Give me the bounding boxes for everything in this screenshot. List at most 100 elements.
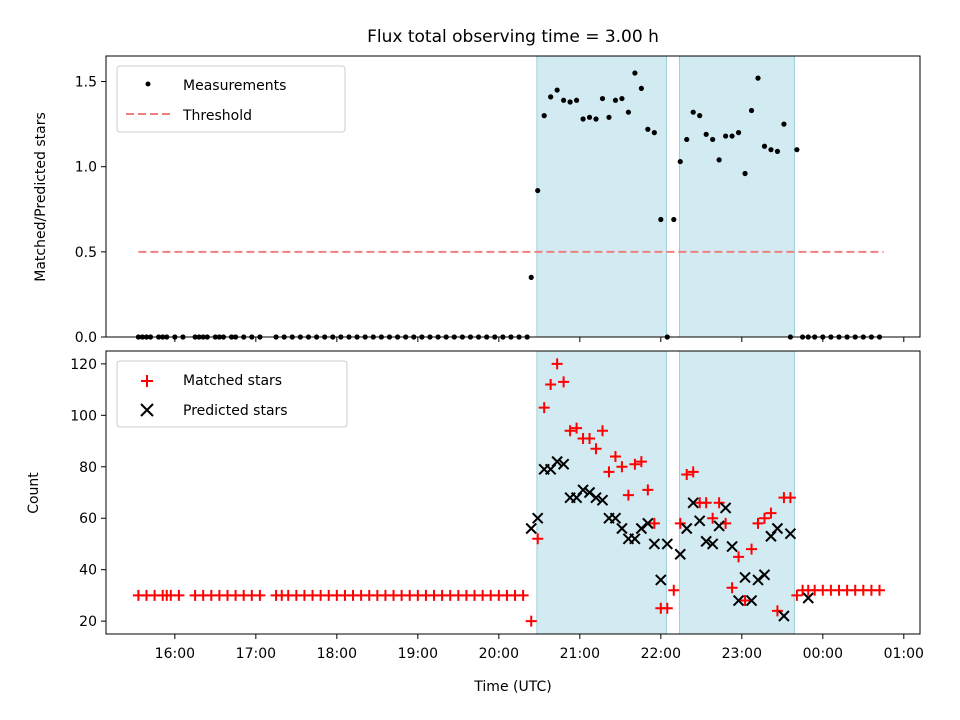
bottom-ylabel: Count — [26, 472, 42, 514]
matched-star-point — [517, 589, 529, 601]
top-ylabel: Matched/Predicted stars — [33, 112, 49, 282]
matched-star-point — [771, 605, 783, 617]
matched-star-point — [642, 484, 654, 496]
matched-star-point — [746, 543, 758, 555]
measurement-point — [638, 85, 644, 91]
measurement-point — [593, 116, 599, 122]
measurement-point — [677, 158, 683, 165]
measurement-point — [645, 126, 651, 132]
legend-predicted-marker — [140, 403, 154, 417]
bottom-legend-box — [116, 360, 348, 428]
legend-predicted-label: Predicted stars — [183, 403, 288, 419]
matched-star-point — [661, 602, 673, 614]
matched-star-point — [597, 425, 608, 437]
bottom-x-axis: 16:00 17:00 18:00 19:00 20:00 21:00 22:00 23:00… — [155, 634, 924, 662]
matched-star-point — [538, 402, 550, 414]
bottom-legend: Matched stars Predicted stars — [116, 360, 348, 428]
matched-star-point — [726, 582, 738, 594]
matched-star-point — [616, 461, 628, 473]
x-tick-label: 19:00 — [398, 646, 438, 662]
measurement-point — [761, 143, 768, 149]
measurement-point — [606, 114, 612, 120]
measurement-point — [548, 94, 554, 100]
predicted-star-point — [590, 491, 602, 504]
shaded-interval-1 — [536, 55, 667, 338]
matched-star-point — [525, 615, 537, 627]
x-tick-label: 22:00 — [641, 646, 681, 662]
matched-star-point — [713, 497, 725, 509]
measurement-point — [573, 97, 580, 103]
measurement-point — [768, 147, 774, 153]
matched-star-point — [687, 466, 699, 478]
measurement-point — [729, 133, 735, 139]
matched-star-point — [545, 378, 557, 390]
predicted-star-point — [758, 569, 771, 581]
matched-star-point — [551, 358, 563, 370]
x-axis-label: Time (UTC) — [473, 679, 551, 695]
matched-star-point — [648, 517, 660, 529]
top-x-ticks — [174, 337, 905, 342]
shaded-interval-2 — [678, 55, 795, 338]
legend-matched-label: Matched stars — [183, 373, 282, 389]
matched-star-point — [603, 466, 615, 478]
measurement-point — [774, 148, 781, 154]
measurement-point — [671, 216, 677, 223]
measurement-point — [735, 130, 742, 136]
matched-star-point — [733, 551, 745, 563]
shaded-interval-2 — [678, 350, 795, 635]
shaded-interval-1 — [536, 350, 667, 635]
matched-star-point — [681, 468, 693, 480]
x-tick-label: 16:00 — [155, 646, 195, 662]
top-shaded-intervals — [536, 55, 795, 338]
matched-star-point — [668, 584, 680, 596]
bottom-plot-area — [132, 358, 886, 627]
measurement-point — [703, 131, 709, 137]
matched-star-point — [874, 584, 886, 596]
measurement-point — [599, 95, 606, 102]
matched-star-point — [532, 533, 544, 545]
predicted-star-point — [687, 497, 699, 509]
chart-title: Flux total observing time = 3.00 h — [367, 27, 659, 47]
bottom-axes-frame — [105, 350, 921, 635]
x-tick-label: 00:00 — [803, 646, 843, 662]
predicted-star-point — [778, 610, 790, 622]
y-tick-label: 120 — [70, 357, 97, 373]
matched-star-point — [609, 450, 621, 462]
measurement-point — [781, 121, 787, 127]
measurement-point — [651, 130, 657, 136]
measurement-point — [658, 216, 664, 223]
top-legend: Measurements Threshold — [116, 65, 346, 133]
x-tick-label: 18:00 — [317, 646, 357, 662]
measurement-point — [697, 113, 703, 119]
legend-matched-marker — [141, 375, 153, 387]
y-tick-label: 40 — [79, 563, 97, 579]
predicted-star-point — [525, 522, 537, 535]
measurement-point — [716, 157, 722, 163]
y-tick-label: 1.0 — [75, 160, 97, 176]
bottom-panel: 20 40 60 80 100 120 16:00 17:00 18:00 19:00 20:00… — [26, 350, 924, 695]
matched-star-point — [590, 443, 602, 455]
predicted-star-point — [726, 540, 738, 553]
predicted-star-point — [557, 458, 570, 470]
predicted-star-point — [706, 538, 719, 550]
y-tick-label: 0.5 — [75, 245, 97, 261]
predicted-star-point — [681, 522, 693, 535]
matched-star-point — [674, 517, 686, 529]
bottom-shaded-intervals — [536, 350, 795, 635]
bottom-y-axis: 20 40 60 80 100 120 — [70, 357, 106, 630]
y-tick-label: 80 — [79, 460, 97, 476]
predicted-star-point — [551, 455, 563, 468]
measurement-point — [625, 109, 632, 115]
predicted-star-point — [531, 512, 544, 524]
measurement-point — [619, 95, 625, 102]
predicted-star-point — [655, 574, 667, 586]
predicted-star-point — [609, 512, 622, 524]
matched-star-point — [571, 422, 583, 434]
predicted-star-point — [739, 571, 751, 584]
y-tick-label: 60 — [79, 511, 97, 527]
measurement-point — [535, 187, 541, 194]
predicted-star-point — [642, 517, 654, 530]
top-axes-frame — [105, 55, 921, 338]
y-tick-label: 1.5 — [75, 75, 97, 91]
